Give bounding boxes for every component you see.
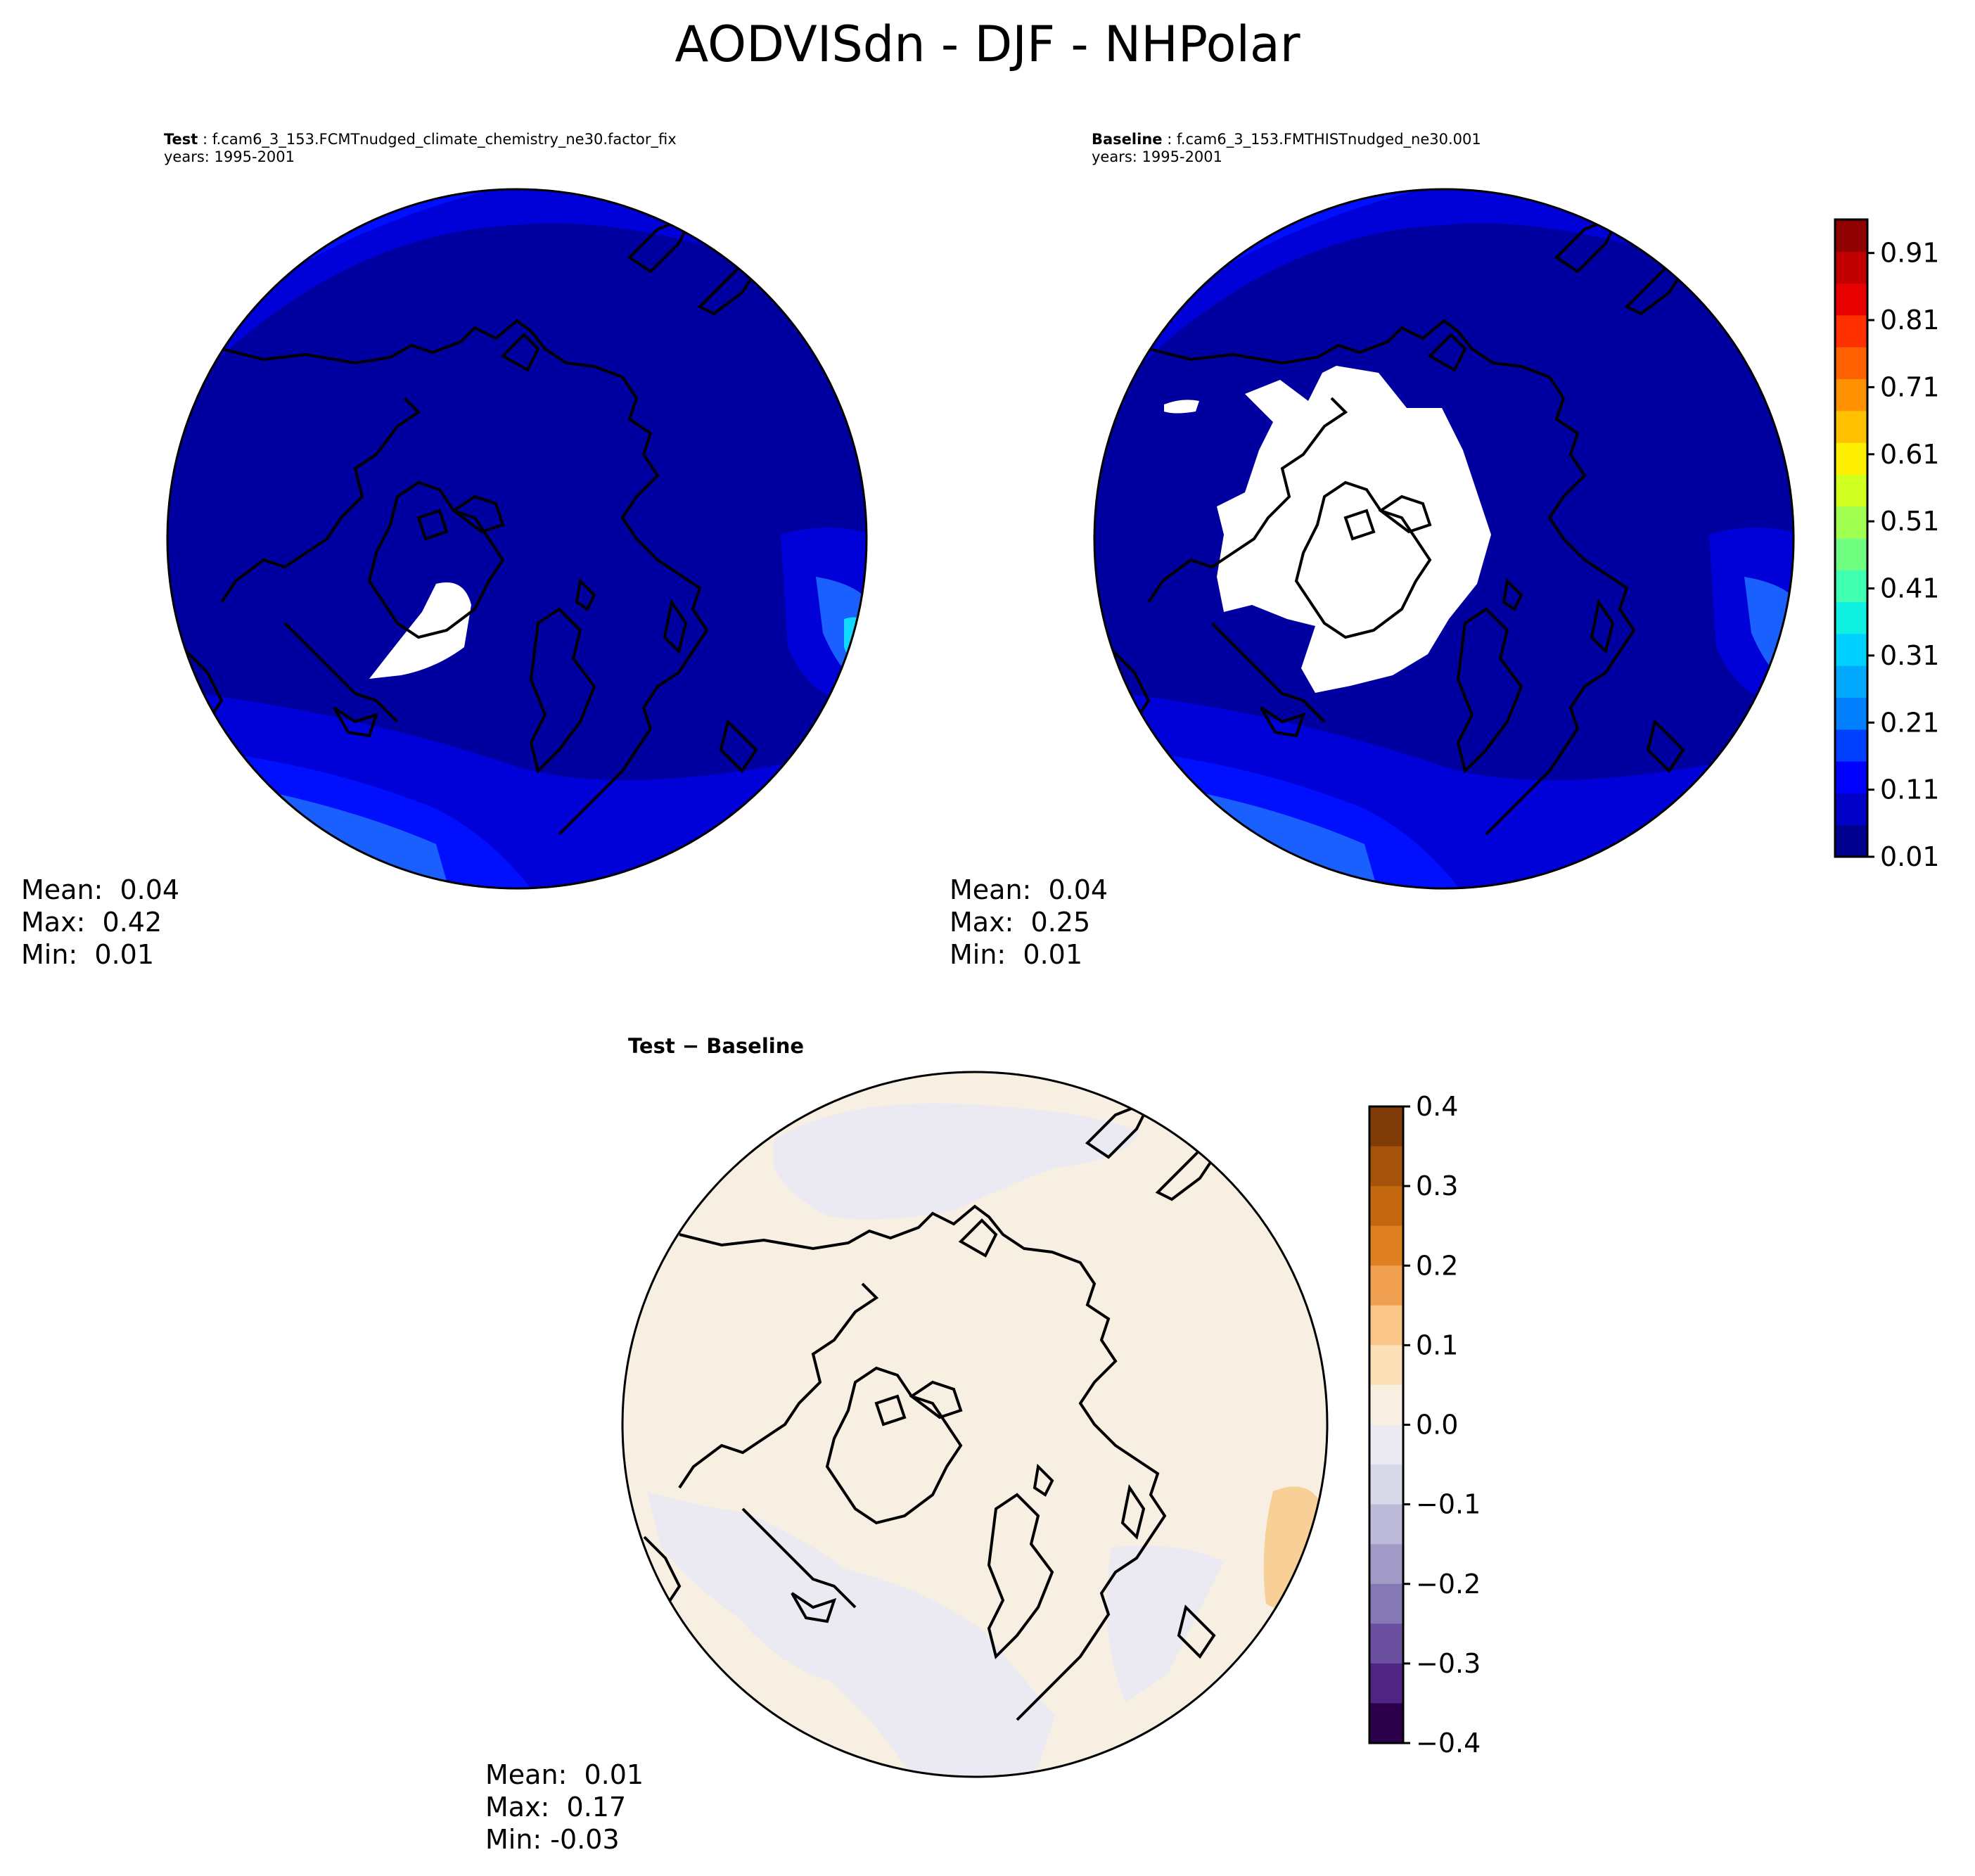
baseline-years: years: 1995-2001 [1092,148,1223,165]
test-map-border [166,188,868,890]
main-colorbar-segment [1835,570,1867,603]
diff-colorbar-segment [1369,1106,1403,1147]
main-colorbar-tick-label: 0.91 [1880,238,1940,269]
main-colorbar-segment [1835,506,1867,539]
main-colorbar-frame [1834,218,1869,858]
baseline-label: Baseline [1092,131,1163,148]
diff-colorbar-tick-label: −0.3 [1416,1648,1481,1679]
diff-plot-title: Test − Baseline [628,1034,805,1058]
diff-colorbar-segment [1369,1146,1403,1187]
diff-colorbar-segment [1369,1504,1403,1545]
main-colorbar-segment [1835,474,1867,507]
main-colorbar-segment [1835,761,1867,793]
test-map [167,189,867,888]
main-colorbar-segment [1835,442,1867,475]
diff-colorbar-segment [1369,1663,1403,1704]
baseline-mean: Mean: 0.04 [950,874,1108,905]
diff-min: Min: -0.03 [485,1824,620,1855]
baseline-stats: Mean: 0.04 Max: 0.25 Min: 0.01 [950,874,1108,971]
main-colorbar-segment [1835,283,1867,316]
test-label: Test [164,131,198,148]
diff-max: Max: 0.17 [485,1792,627,1823]
diff-colorbar-segment [1369,1225,1403,1266]
baseline-case-name: f.cam6_3_153.FMTHISTnudged_ne30.001 [1176,131,1481,148]
main-colorbar-tick-label: 0.11 [1880,774,1940,805]
main-colorbar-segment [1835,378,1867,411]
diff-colorbar-segment [1369,1583,1403,1624]
main-colorbar-segment [1835,538,1867,570]
figure-title: AODVISdn - DJF - NHPolar [675,15,1300,73]
baseline-min: Min: 0.01 [950,939,1082,970]
main-colorbar-segment [1835,219,1867,252]
main-colorbar-segment [1835,347,1867,379]
main-colorbar-segment [1835,314,1867,347]
diff-colorbar-tick-label: −0.1 [1416,1489,1481,1520]
main-colorbar-segment [1835,633,1867,666]
test-mean: Mean: 0.04 [21,874,180,905]
main-colorbar-segment [1835,793,1867,826]
main-colorbar-tick-label: 0.71 [1880,371,1940,402]
diff-colorbar-tick-label: 0.4 [1416,1091,1458,1122]
main-colorbar-tick-label: 0.01 [1880,841,1940,872]
test-min: Min: 0.01 [21,939,154,970]
diff-colorbar-segment [1369,1703,1403,1744]
main-colorbar-tick-label: 0.81 [1880,305,1940,336]
main-colorbar-tick-label: 0.41 [1880,573,1940,604]
diff-colorbar-segment [1369,1544,1403,1585]
baseline-max: Max: 0.25 [950,907,1091,938]
main-colorbar-segment [1835,697,1867,730]
test-years: years: 1995-2001 [164,148,295,165]
diff-colorbar-segment [1369,1384,1403,1425]
diff-colorbar-segment [1369,1623,1403,1664]
diff-colorbar-segment [1369,1345,1403,1386]
diff-colorbar-segment [1369,1186,1403,1227]
main-colorbar-tick-label: 0.51 [1880,506,1940,537]
colorbar-main: 0.01 0.11 0.21 0.31 0.41 0.51 0.61 0.71 0.81 0.91 [1834,218,1940,872]
diff-map [622,1072,1327,1777]
diff-colorbar-tick-label: 0.2 [1416,1250,1458,1281]
diff-map-border [621,1071,1329,1778]
diff-colorbar-segment [1369,1265,1403,1306]
diff-colorbar-segment [1369,1465,1403,1505]
main-colorbar-segment [1835,601,1867,634]
main-colorbar-segment [1835,824,1867,857]
main-colorbar-segment [1835,729,1867,762]
diff-stats: Mean: 0.01 Max: 0.17 Min: -0.03 [485,1759,644,1856]
diff-colorbar-segment [1369,1305,1403,1346]
diff-colorbar-tick-label: 0.0 [1416,1410,1458,1441]
main-colorbar-segment [1835,410,1867,443]
colorbar-diff: 0.4 0.3 0.2 0.1 0.0 −0.1 −0.2 −0.3 −0.4 [1368,1091,1481,1759]
diff-colorbar-tick-label: 0.1 [1416,1329,1458,1360]
diff-colorbar-tick-label: 0.3 [1416,1170,1458,1201]
main-colorbar-tick-label: 0.31 [1880,640,1940,671]
diff-colorbar-segment [1369,1424,1403,1465]
test-case-name: f.cam6_3_153.FCMTnudged_climate_chemistr… [212,131,677,148]
test-max: Max: 0.42 [21,907,162,938]
main-colorbar-segment [1835,251,1867,284]
baseline-plot-title: Baseline : f.cam6_3_153.FMTHISTnudged_ne… [1092,131,1481,165]
test-plot-title: Test : f.cam6_3_153.FCMTnudged_climate_c… [164,131,677,165]
main-colorbar-segment [1835,665,1867,698]
diff-mean: Mean: 0.01 [485,1759,644,1790]
main-colorbar-tick-label: 0.21 [1880,707,1940,738]
diff-colorbar-tick-label: −0.2 [1416,1569,1481,1600]
diff-colorbar-tick-label: −0.4 [1416,1728,1481,1759]
test-stats: Mean: 0.04 Max: 0.42 Min: 0.01 [21,874,179,971]
main-colorbar-tick-label: 0.61 [1880,439,1940,470]
baseline-map-border [1093,188,1795,890]
